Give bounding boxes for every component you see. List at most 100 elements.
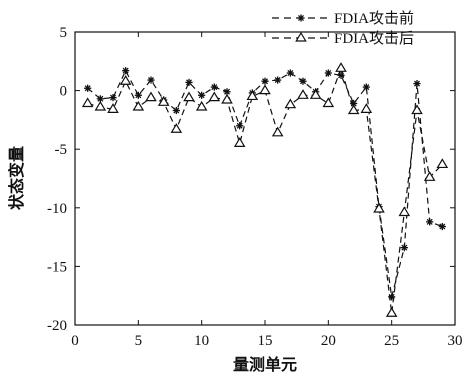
x-axis-title: 量测单元 (233, 355, 297, 374)
data-point-fdia-before (236, 122, 244, 130)
data-point-fdia-before (324, 69, 332, 77)
data-point-fdia-after (398, 206, 411, 217)
data-point-fdia-before (413, 79, 421, 88)
data-point-fdia-before-stroke (426, 218, 433, 225)
data-point-fdia-after (309, 89, 322, 99)
data-point-fdia-after (208, 91, 221, 102)
data-point-fdia-after (221, 93, 233, 104)
data-point-fdia-after (107, 103, 119, 113)
data-point-fdia-after (259, 84, 271, 95)
data-point-fdia-after (335, 62, 347, 72)
data-point-fdia-before-stroke (413, 80, 421, 87)
x-tick-label: 0 (71, 333, 79, 349)
data-point-fdia-before-stroke (211, 84, 218, 91)
data-point-fdia-before-stroke (261, 78, 269, 85)
data-point-fdia-before-stroke (401, 244, 408, 251)
legend-label-fdia-after: FDIA攻击后 (334, 30, 414, 47)
data-point-fdia-before (274, 76, 282, 84)
data-point-fdia-before (362, 83, 370, 91)
data-point-fdia-before-stroke (173, 107, 180, 114)
data-point-fdia-after (157, 96, 170, 106)
data-point-fdia-before-stroke (147, 77, 155, 84)
legend-marker-triangle-icon (295, 31, 307, 42)
data-point-fdia-after (385, 307, 398, 317)
y-tick-label: -5 (55, 142, 68, 158)
data-point-fdia-before-stroke (198, 92, 205, 99)
series-line-fdia-before (87, 69, 443, 298)
legend-label-fdia-before: FDIA攻击前 (334, 10, 414, 27)
ticks-layer: 0 5 10 15 20 25 30 5 0 -5 -10 -15 -20 (47, 25, 463, 349)
data-point-fdia-after (271, 126, 284, 137)
data-point-fdia-before (299, 77, 307, 85)
legend-item-fdia-after: FDIA攻击后 (272, 30, 414, 47)
data-point-fdia-before (84, 84, 92, 92)
data-point-fdia-before-stroke (236, 122, 243, 129)
data-point-fdia-before (198, 91, 206, 99)
data-point-fdia-before (109, 94, 117, 102)
x-tick-label: 10 (194, 333, 209, 349)
data-point-fdia-before-stroke (274, 77, 281, 84)
data-point-fdia-after (373, 202, 385, 213)
data-point-fdia-before (122, 67, 130, 75)
data-point-fdia-after (183, 91, 195, 102)
data-point-fdia-before-stroke (223, 88, 231, 95)
data-point-fdia-before (134, 91, 142, 99)
legend: FDIA攻击前 FDIA攻击后 (272, 10, 414, 47)
legend-star-marker (297, 14, 305, 22)
data-point-fdia-after (195, 100, 208, 111)
data-point-fdia-after (145, 91, 157, 102)
data-point-fdia-before-stroke (122, 67, 129, 74)
data-point-fdia-before (147, 76, 155, 84)
legend-item-fdia-before: FDIA攻击前 (272, 10, 414, 27)
plot-frame (74, 31, 456, 326)
data-point-fdia-after (284, 98, 297, 109)
y-tick-label: -15 (47, 259, 67, 275)
x-tick-label: 30 (448, 333, 463, 349)
series-line-fdia-after (87, 66, 443, 314)
data-point-fdia-before-stroke (363, 84, 370, 91)
data-point-fdia-after (436, 158, 449, 169)
data-point-fdia-before (172, 106, 180, 115)
data-point-fdia-after (119, 75, 132, 85)
data-point-fdia-before-stroke (299, 78, 307, 85)
y-tick-label: 0 (60, 84, 68, 100)
data-point-fdia-after (360, 103, 373, 113)
data-point-fdia-before-stroke (135, 92, 142, 99)
x-tick-label: 15 (258, 333, 273, 349)
y-tick-label: -20 (47, 318, 67, 334)
legend-triangle-marker (295, 31, 307, 42)
data-point-fdia-before-stroke (84, 85, 91, 92)
x-tick-label: 25 (384, 333, 399, 349)
series-layer (81, 62, 449, 317)
data-point-fdia-before (286, 69, 294, 77)
data-point-fdia-after (246, 90, 259, 101)
data-point-fdia-before (438, 222, 446, 231)
data-point-fdia-after (81, 97, 94, 108)
data-point-fdia-before (426, 218, 434, 226)
data-point-fdia-before (210, 83, 218, 91)
data-point-fdia-after (297, 89, 309, 99)
data-point-fdia-before (261, 77, 269, 85)
data-point-fdia-before-stroke (287, 70, 294, 77)
data-point-fdia-before-stroke (97, 95, 104, 102)
data-point-fdia-before-stroke (325, 70, 332, 77)
data-point-fdia-before-stroke (109, 94, 117, 101)
data-point-fdia-before-stroke (439, 223, 446, 230)
x-tick-label: 20 (321, 333, 336, 349)
data-point-fdia-before-stroke (185, 79, 193, 86)
y-tick-label: -10 (47, 201, 67, 217)
data-point-fdia-after (322, 97, 335, 108)
legend-marker-star-icon (297, 14, 305, 22)
data-point-fdia-after (94, 100, 107, 111)
data-point-fdia-after (233, 137, 246, 147)
data-point-fdia-after (423, 171, 436, 181)
y-axis-title: 状态变量 (7, 146, 26, 210)
x-tick-label: 5 (135, 333, 143, 349)
data-point-fdia-after (170, 123, 183, 133)
legend-star-marker-stroke (297, 14, 305, 22)
data-point-fdia-before (96, 95, 104, 103)
y-tick-label: 5 (60, 25, 68, 41)
data-point-fdia-after (411, 104, 423, 115)
data-point-fdia-after (132, 100, 145, 111)
